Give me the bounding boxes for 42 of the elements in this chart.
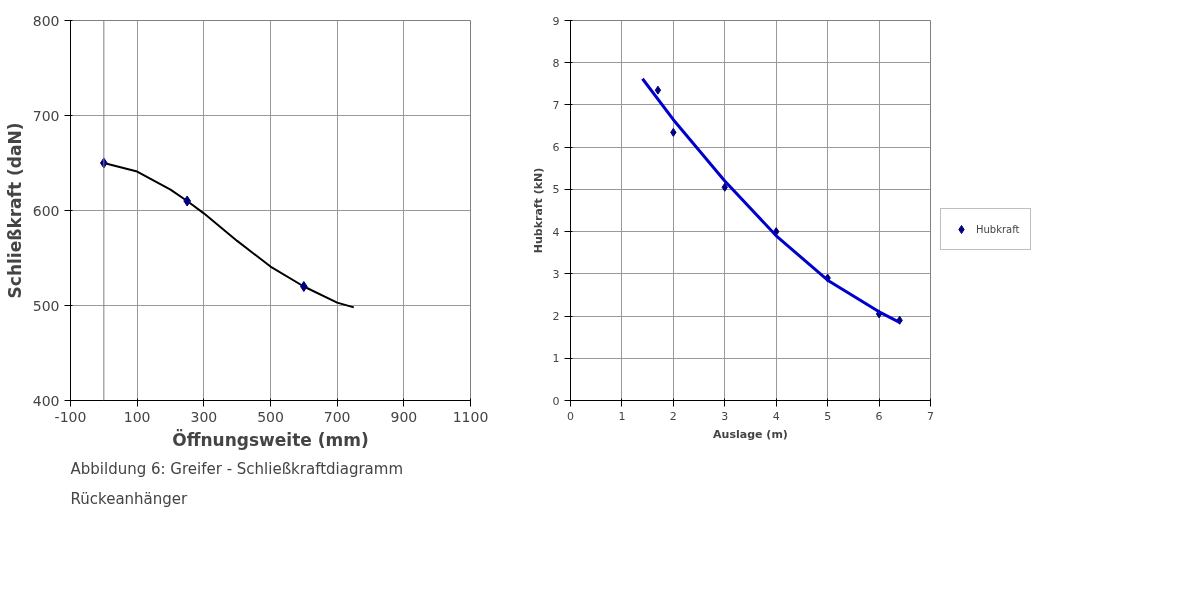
y-tick-label: 3 bbox=[552, 267, 560, 281]
x-tick-label: 7 bbox=[927, 409, 934, 423]
point bbox=[721, 182, 728, 192]
y-tick-label: 800 bbox=[32, 12, 60, 29]
point bbox=[654, 85, 662, 95]
y-tick-label: 6 bbox=[552, 141, 560, 155]
x-tick-label: 700 bbox=[323, 408, 351, 425]
y-tick-label: 1 bbox=[552, 352, 560, 366]
text: Abbildung 6: Greifer - Schließkraftdiagramm bbox=[70, 459, 404, 478]
y-axis-title: Hubkraft (kN) bbox=[531, 167, 545, 254]
x-tick-label: 4 bbox=[772, 409, 780, 423]
x-tick-label: 900 bbox=[390, 408, 418, 425]
line-series bbox=[641, 77, 902, 324]
text: Rückeanhänger bbox=[70, 489, 189, 508]
x-tick-label: 500 bbox=[257, 408, 284, 425]
x-tick-label: 0 bbox=[567, 409, 574, 423]
y-tick-label: 600 bbox=[32, 202, 60, 219]
y-tick-label: 400 bbox=[32, 392, 60, 409]
legend-label: Hubkraft bbox=[976, 223, 1020, 235]
x-tick-label: -100 bbox=[54, 408, 87, 425]
y-tick-label: 5 bbox=[552, 183, 560, 197]
y-tick-label: 2 bbox=[552, 310, 560, 324]
y-axis-title: Schließkraft (daN) bbox=[4, 122, 25, 299]
x-axis-title: Öffnungsweite (mm) bbox=[172, 428, 369, 450]
x-tick-label: 6 bbox=[875, 409, 883, 423]
x-tick-label: 300 bbox=[190, 408, 218, 425]
y-tick-label: 9 bbox=[552, 14, 560, 28]
y-tick-label: 7 bbox=[552, 98, 560, 112]
y-tick-label: 0 bbox=[552, 394, 560, 408]
x-axis-title: Auslage (m) bbox=[713, 427, 788, 441]
x-tick-label: 5 bbox=[824, 409, 832, 423]
y-tick-label: 8 bbox=[552, 56, 560, 70]
x-tick-label: 3 bbox=[721, 409, 729, 423]
y-tick-label: 4 bbox=[552, 225, 560, 239]
y-tick-label: 700 bbox=[32, 107, 60, 124]
x-tick-label: 1 bbox=[618, 409, 626, 423]
point bbox=[300, 281, 308, 292]
x-tick-label: 2 bbox=[669, 409, 677, 423]
point bbox=[670, 127, 677, 137]
x-tick-label: 100 bbox=[123, 408, 151, 425]
y-tick-label: 500 bbox=[32, 297, 60, 314]
x-tick-label: 1100 bbox=[452, 408, 489, 425]
